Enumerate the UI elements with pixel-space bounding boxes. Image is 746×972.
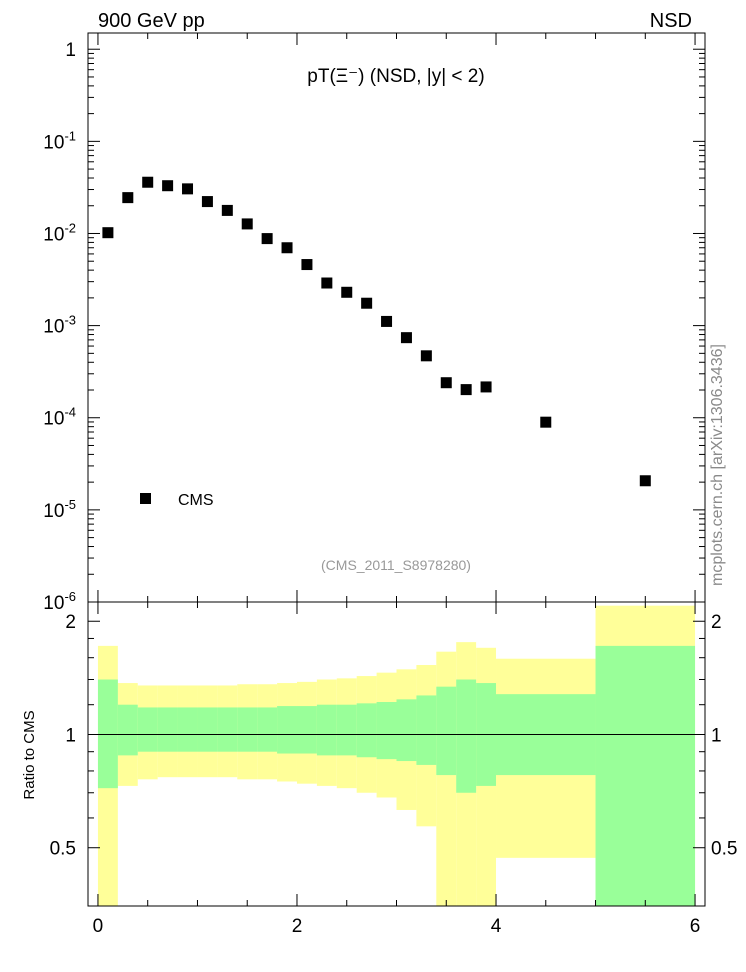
x-tick-label: 4 bbox=[491, 916, 502, 937]
stat-uncertainty-band bbox=[157, 707, 178, 752]
stat-uncertainty-band bbox=[137, 707, 158, 752]
ratio-y-tick-label-right: 0.5 bbox=[711, 839, 737, 860]
ratio-panel: 0.5 0.5 1 1 2 2 0 2 4 6 Ratio to CMS bbox=[21, 601, 738, 937]
stat-uncertainty-band bbox=[237, 707, 258, 752]
legend: CMS bbox=[140, 492, 214, 509]
data-points bbox=[102, 176, 651, 487]
main-axis-ticks bbox=[88, 33, 705, 603]
data-point bbox=[440, 377, 452, 389]
main-y-tick-labels: 1 10-1 10-2 10-3 10-4 10-5 10-6 bbox=[43, 40, 76, 614]
main-frame bbox=[87, 32, 706, 603]
data-point bbox=[182, 183, 194, 195]
stat-uncertainty-band bbox=[316, 704, 337, 756]
y-tick-label: 10-2 bbox=[43, 220, 76, 245]
data-point bbox=[162, 180, 174, 192]
stat-uncertainty-band bbox=[296, 706, 317, 754]
y-tick-label: 10-1 bbox=[43, 128, 76, 153]
ratio-y-axis-label: Ratio to CMS bbox=[21, 710, 38, 799]
stat-uncertainty-band bbox=[177, 707, 198, 752]
ratio-y-tick-label: 0.5 bbox=[50, 839, 76, 860]
x-tick-label: 2 bbox=[292, 916, 303, 937]
legend-label: CMS bbox=[178, 492, 214, 509]
stat-uncertainty-band bbox=[257, 707, 278, 752]
main-title: pT(Ξ⁻) (NSD, |y| < 2) bbox=[307, 66, 484, 87]
watermark: (CMS_2011_S8978280) bbox=[321, 557, 471, 573]
side-label: mcplots.cern.ch [arXiv:1306.3436] bbox=[709, 344, 726, 586]
data-point bbox=[301, 259, 313, 271]
ratio-tick-labels: 0.5 0.5 1 1 2 2 0 2 4 6 bbox=[50, 612, 738, 937]
ratio-axis-ticks bbox=[88, 602, 705, 906]
data-point bbox=[381, 315, 393, 327]
data-point bbox=[341, 286, 353, 298]
y-tick-label: 10-6 bbox=[43, 589, 76, 614]
ratio-y-tick-label: 1 bbox=[65, 725, 76, 746]
y-tick-label: 10-3 bbox=[43, 313, 76, 338]
ratio-y-tick-label-right: 1 bbox=[711, 725, 722, 746]
ratio-y-tick-label: 2 bbox=[65, 612, 76, 633]
header-left: 900 GeV pp bbox=[98, 10, 205, 32]
data-point bbox=[420, 350, 432, 362]
data-point bbox=[102, 227, 114, 239]
ratio-bands bbox=[97, 605, 696, 906]
stat-uncertainty-band bbox=[356, 703, 377, 758]
x-tick-label: 6 bbox=[690, 916, 701, 937]
stat-uncertainty-band bbox=[436, 686, 457, 776]
data-point bbox=[281, 242, 293, 254]
stat-uncertainty-band bbox=[97, 679, 118, 789]
header-right: NSD bbox=[650, 10, 692, 32]
data-point bbox=[201, 196, 213, 208]
y-tick-label: 1 bbox=[65, 40, 76, 61]
data-point bbox=[540, 416, 552, 428]
stat-uncertainty-band bbox=[217, 707, 238, 752]
stat-uncertainty-band bbox=[117, 704, 138, 756]
stat-uncertainty-band bbox=[336, 704, 357, 756]
data-point bbox=[142, 176, 154, 188]
ratio-y-tick-label-right: 2 bbox=[711, 612, 722, 633]
main-panel: 1 10-1 10-2 10-3 10-4 10-5 10-6 pT(Ξ⁻) (NSD, |… bbox=[43, 32, 706, 614]
legend-marker bbox=[140, 493, 151, 504]
data-point bbox=[460, 384, 472, 396]
data-point bbox=[122, 192, 134, 204]
stat-uncertainty-band bbox=[456, 679, 477, 793]
x-tick-label: 0 bbox=[93, 916, 104, 937]
stat-uncertainty-band bbox=[595, 645, 696, 906]
data-point bbox=[241, 218, 253, 230]
stat-uncertainty-band bbox=[376, 701, 397, 760]
data-point bbox=[361, 297, 373, 309]
stat-uncertainty-band bbox=[197, 707, 218, 752]
stat-uncertainty-band bbox=[277, 706, 297, 754]
stat-uncertainty-band bbox=[396, 699, 417, 762]
data-point bbox=[400, 332, 412, 344]
data-point bbox=[480, 381, 492, 393]
data-point bbox=[221, 204, 233, 216]
data-point bbox=[261, 233, 273, 245]
y-tick-label: 10-4 bbox=[43, 405, 76, 430]
stat-uncertainty-band bbox=[416, 695, 437, 765]
data-point bbox=[639, 475, 651, 487]
y-tick-label: 10-5 bbox=[43, 497, 76, 522]
data-point bbox=[321, 277, 333, 289]
